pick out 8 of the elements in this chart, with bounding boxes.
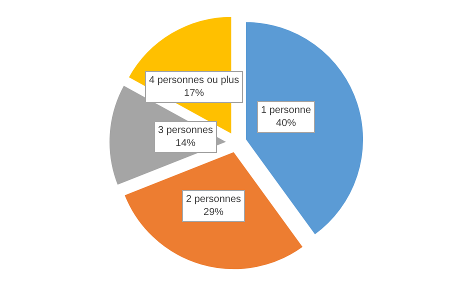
slice-label: 4 personnes ou plus [149,75,240,86]
slice-label: 3 personnes [158,125,214,136]
data-label: 14% [176,138,196,149]
data-label: 40% [276,118,296,129]
slice-label: 1 personne [261,105,312,116]
data-label: 17% [184,88,204,99]
slice-label: 2 personnes [186,194,242,205]
data-label: 29% [204,207,224,218]
